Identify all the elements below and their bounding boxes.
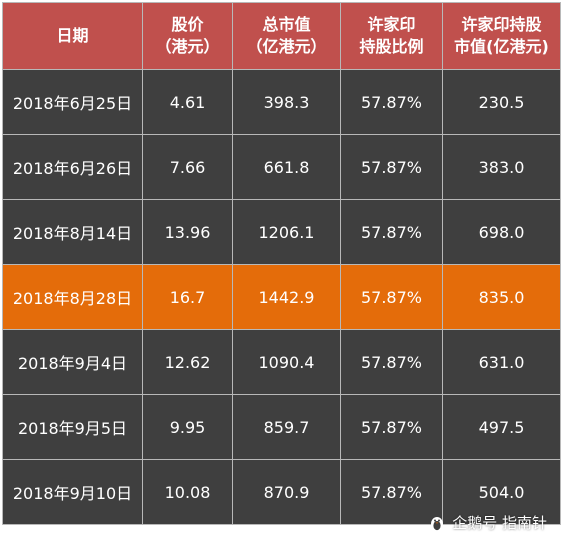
cell-date: 2018年9月10日 [2,459,143,525]
table-row: 2018年8月14日 13.96 1206.1 57.87% 698.0 [2,199,561,265]
cell-date: 2018年8月14日 [2,199,143,265]
cell-market-cap: 1206.1 [232,199,341,265]
header-date: 日期 [2,2,143,70]
header-stake-ratio-line1: 许家印 [367,15,416,34]
cell-stake-ratio: 57.87% [340,69,443,135]
cell-stake-value: 230.5 [442,69,561,135]
cell-market-cap: 1090.4 [232,329,341,395]
cell-market-cap: 398.3 [232,69,341,135]
cell-price: 10.08 [142,459,233,525]
header-stake-value-line1: 许家印持股 [461,15,542,34]
cell-stake-value: 383.0 [442,134,561,200]
cell-market-cap: 661.8 [232,134,341,200]
header-market-cap-line2: （亿港元） [246,37,327,56]
header-row: 日期 股价 （港元） 总市值 （亿港元） 许家印 持股比例 许家印持股 市值(亿… [2,2,561,70]
cell-market-cap: 870.9 [232,459,341,525]
stock-table: 日期 股价 （港元） 总市值 （亿港元） 许家印 持股比例 许家印持股 市值(亿… [2,2,561,525]
cell-price: 12.62 [142,329,233,395]
cell-price: 9.95 [142,394,233,460]
table-row: 2018年9月4日 12.62 1090.4 57.87% 631.0 [2,329,561,395]
header-stake-value-line2: 市值(亿港元) [454,37,549,56]
cell-stake-ratio: 57.87% [340,134,443,200]
header-price: 股价 （港元） [142,2,233,70]
cell-stake-ratio: 57.87% [340,199,443,265]
header-stake-ratio-line2: 持股比例 [359,37,424,56]
header-market-cap-line1: 总市值 [262,15,311,34]
cell-price: 13.96 [142,199,233,265]
cell-market-cap: 859.7 [232,394,341,460]
cell-date: 2018年6月26日 [2,134,143,200]
cell-stake-value: 835.0 [442,264,561,330]
watermark: 企鹅号 指南针 [428,512,547,533]
cell-date: 2018年6月25日 [2,69,143,135]
cell-date: 2018年8月28日 [2,264,143,330]
cell-stake-value: 698.0 [442,199,561,265]
cell-price: 16.7 [142,264,233,330]
cell-stake-value: 504.0 [442,459,561,525]
cell-date: 2018年9月5日 [2,394,143,460]
watermark-text: 企鹅号 指南针 [452,514,547,532]
cell-price: 4.61 [142,69,233,135]
cell-stake-ratio: 57.87% [340,459,443,525]
header-market-cap: 总市值 （亿港元） [232,2,341,70]
penguin-icon [431,516,444,531]
table-row: 2018年6月25日 4.61 398.3 57.87% 230.5 [2,69,561,135]
cell-stake-value: 631.0 [442,329,561,395]
cell-price: 7.66 [142,134,233,200]
header-stake-ratio: 许家印 持股比例 [340,2,443,70]
table-row: 2018年9月5日 9.95 859.7 57.87% 497.5 [2,394,561,460]
header-stake-value: 许家印持股 市值(亿港元) [442,2,561,70]
header-price-line1: 股价 [171,15,204,34]
cell-market-cap: 1442.9 [232,264,341,330]
table-row: 2018年6月26日 7.66 661.8 57.87% 383.0 [2,134,561,200]
cell-date: 2018年9月4日 [2,329,143,395]
cell-stake-ratio: 57.87% [340,329,443,395]
header-date-line1: 日期 [56,26,89,45]
header-price-line2: （港元） [155,37,220,56]
cell-stake-ratio: 57.87% [340,394,443,460]
table-container: 日期 股价 （港元） 总市值 （亿港元） 许家印 持股比例 许家印持股 市值(亿… [2,2,561,525]
table-row: 2018年9月10日 10.08 870.9 57.87% 504.0 [2,459,561,525]
cell-stake-ratio: 57.87% [340,264,443,330]
table-row-highlighted: 2018年8月28日 16.7 1442.9 57.87% 835.0 [2,264,561,330]
cell-stake-value: 497.5 [442,394,561,460]
